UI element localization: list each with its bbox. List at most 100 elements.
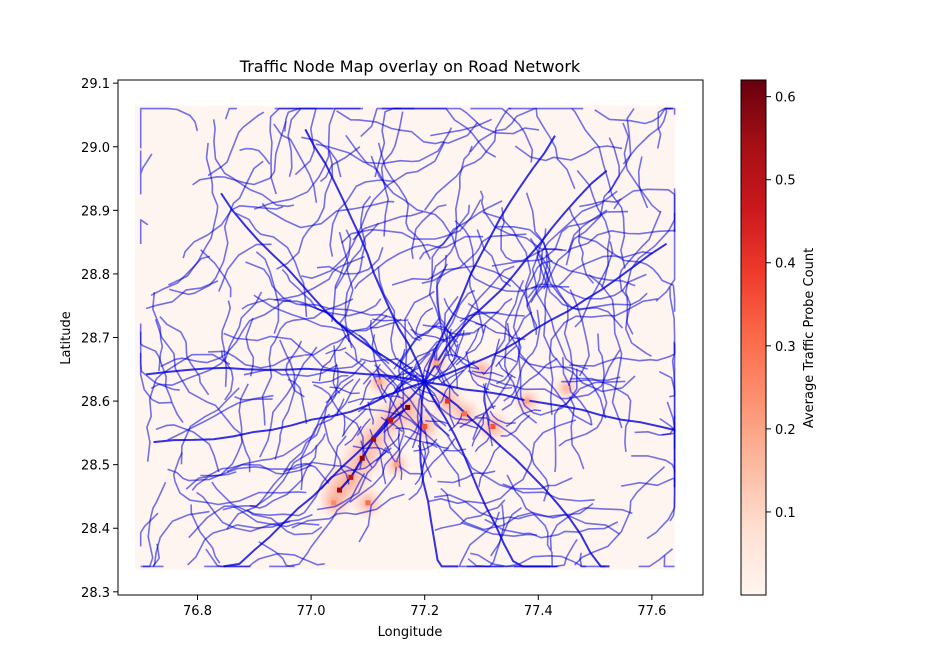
road-segment (422, 297, 513, 336)
road-segment (456, 422, 479, 429)
road-segment (160, 299, 292, 368)
colorbar-tick-label: 0.1 (775, 506, 796, 521)
road-segment (622, 122, 661, 213)
road-segment (518, 355, 607, 419)
road-segment (188, 505, 320, 539)
hotspot-cell (405, 404, 411, 410)
road-segment (423, 381, 551, 568)
road-segment (318, 334, 347, 382)
road-segment (344, 195, 372, 343)
hotspot-cell (422, 424, 428, 430)
road-segment (594, 107, 673, 125)
road-segment (410, 204, 447, 259)
road-segment (152, 292, 164, 372)
hotspot-cell (478, 366, 484, 372)
road-segment (139, 512, 159, 547)
x-tick-label: 77.4 (524, 604, 553, 619)
road-segment (401, 346, 438, 370)
road-segment (345, 134, 387, 187)
y-tick-label: 28.9 (81, 204, 110, 219)
hotspot-cell (337, 487, 343, 493)
road-segment (568, 396, 585, 470)
road-segment (498, 361, 516, 379)
road-segment (411, 289, 476, 449)
road-segment (431, 356, 461, 384)
road-segment (430, 145, 473, 280)
road-segment (336, 110, 479, 145)
road-segment (415, 307, 434, 335)
road-segment (423, 169, 608, 383)
road-segment (466, 324, 487, 355)
road-segment (419, 381, 459, 568)
road-segment (274, 339, 296, 460)
road-segment (424, 381, 676, 432)
road-segment (461, 522, 537, 537)
road-segment (569, 289, 590, 377)
road-segment (222, 433, 326, 511)
x-tick-label: 76.8 (183, 604, 212, 619)
road-segment (509, 107, 576, 190)
road-segment (624, 212, 676, 357)
road-segment (343, 415, 346, 436)
road-segment (424, 242, 668, 383)
road-segment (139, 150, 153, 195)
y-tick-label: 29.1 (81, 77, 110, 92)
road-segment (423, 107, 512, 211)
road-network (139, 107, 676, 568)
road-segment (428, 419, 577, 505)
road-segment (139, 107, 199, 149)
road-segment (525, 192, 548, 307)
road-segment (249, 444, 318, 509)
x-axis-label: Longitude (378, 625, 443, 640)
road-segment (588, 274, 623, 429)
road-segment (443, 298, 482, 326)
road-segment (467, 349, 621, 400)
road-segment (444, 347, 458, 389)
road-segment (338, 231, 354, 325)
road-segment (505, 409, 542, 427)
road-segment (341, 408, 367, 438)
road-segment (571, 108, 626, 269)
y-axis-label: Latitude (59, 311, 74, 365)
road-segment (207, 111, 265, 177)
road-segment (476, 229, 512, 288)
road-segment (374, 375, 417, 390)
plot-area (135, 105, 676, 570)
road-segment (434, 499, 506, 531)
road-segment (423, 135, 556, 383)
road-segment (380, 111, 404, 237)
road-segment (340, 325, 358, 362)
road-segment (359, 379, 372, 406)
road-segment (261, 200, 395, 229)
road-segment (574, 466, 666, 566)
road-segment (190, 504, 221, 564)
road-segment (143, 481, 167, 568)
road-segment (404, 435, 438, 449)
road-segment (221, 300, 231, 388)
road-segment (437, 470, 496, 484)
road-segment (284, 107, 363, 132)
hotspot-cell (564, 385, 570, 391)
road-segment (439, 359, 475, 404)
hotspot-cell (331, 500, 337, 506)
x-tick-label: 77.2 (410, 604, 439, 619)
road-segment (139, 331, 180, 391)
road-segment (517, 336, 626, 416)
road-segment (180, 387, 240, 465)
road-segment (502, 477, 573, 490)
road-segment (336, 398, 345, 417)
road-segment (548, 298, 658, 415)
road-segment (424, 408, 595, 502)
road-segment (489, 382, 513, 389)
road-segment (400, 348, 406, 368)
road-segment (506, 323, 510, 342)
road-segment (200, 249, 232, 298)
road-segment (527, 190, 618, 299)
road-segment (428, 204, 471, 348)
road-segment (370, 155, 464, 265)
road-segment (501, 357, 558, 411)
road-segment (393, 107, 497, 158)
chart-title: Traffic Node Map overlay on Road Network (239, 57, 581, 76)
x-tick-label: 77.6 (637, 604, 666, 619)
road-segment (255, 251, 280, 334)
